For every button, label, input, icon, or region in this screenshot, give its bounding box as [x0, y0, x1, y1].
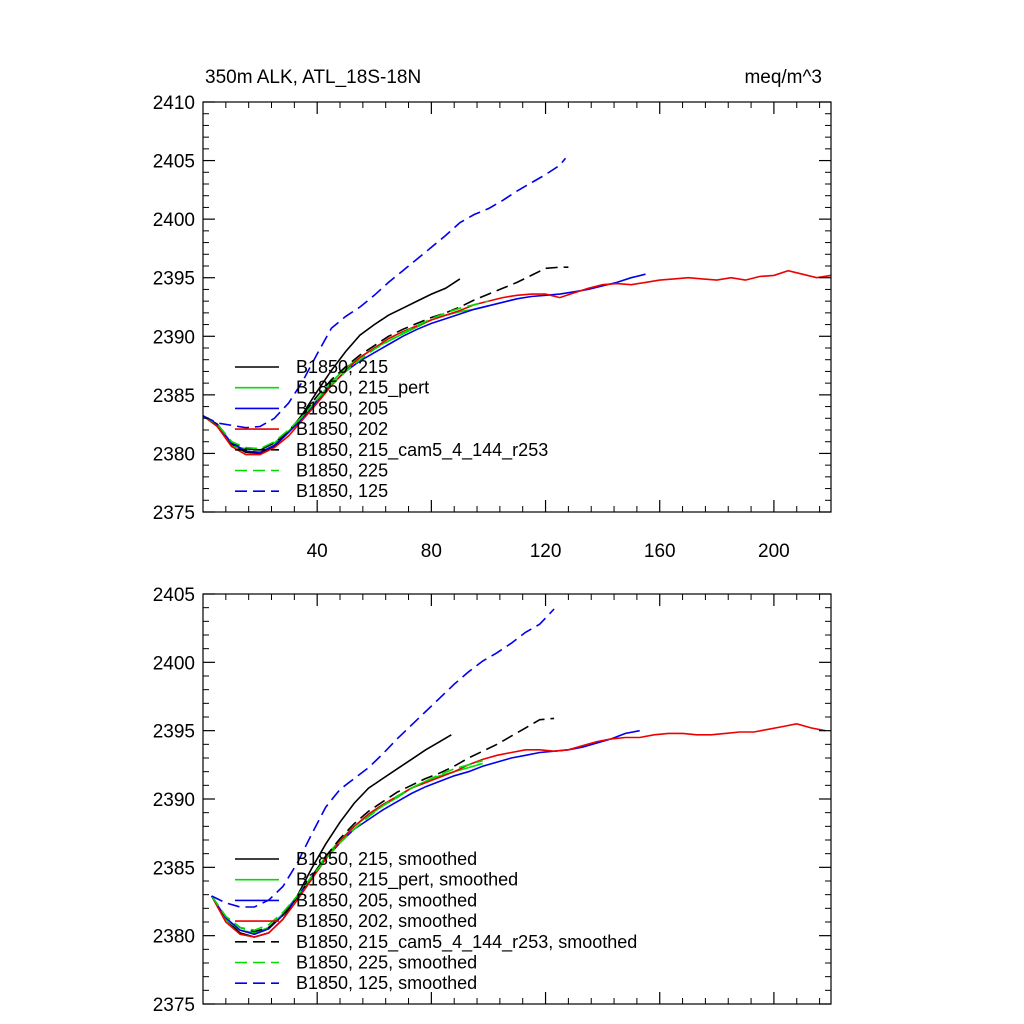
series-lines — [210, 608, 826, 938]
series-line-3 — [202, 269, 832, 456]
bottom-panel: 2375 2380 2385 2390 2395 2400 2405 B1850, 215, … — [153, 585, 832, 1016]
legend-label: B1850, 225, smoothed — [296, 953, 477, 973]
y-tick-label: 2380 — [153, 444, 195, 465]
legend-label: B1850, 202 — [296, 419, 388, 439]
y-tick-label: 2390 — [153, 790, 195, 811]
legend-label: B1850, 125 — [296, 481, 388, 501]
legend-label: B1850, 215_cam5_4_144_r253, smoothed — [296, 932, 637, 953]
y-tick-label: 2400 — [153, 210, 195, 231]
x-tick-label: 160 — [644, 541, 676, 562]
y-tick-label: 2380 — [153, 927, 195, 948]
y-tick-label: 2410 — [153, 93, 195, 114]
legend-label: B1850, 215_cam5_4_144_r253 — [296, 440, 548, 461]
legend-label: B1850, 205, smoothed — [296, 890, 477, 910]
y-tick-label: 2400 — [153, 653, 195, 674]
legend-label: B1850, 202, smoothed — [296, 911, 477, 931]
legend-label: B1850, 215_pert — [296, 378, 429, 399]
y-tick-label: 2385 — [153, 858, 195, 879]
legend-label: B1850, 125, smoothed — [296, 973, 477, 993]
series-line-5 — [210, 759, 483, 932]
chart-title: 350m ALK, ATL_18S-18N — [205, 67, 421, 88]
y-tick-label: 2395 — [153, 269, 195, 290]
series-line-4 — [202, 266, 569, 451]
x-tick-label: 80 — [421, 541, 442, 562]
y-tick-label: 2405 — [153, 585, 195, 606]
series-lines — [202, 157, 832, 456]
legend-label: B1850, 215_pert, smoothed — [296, 870, 518, 891]
legend-label: B1850, 225 — [296, 461, 388, 481]
y-tick-label: 2405 — [153, 152, 195, 173]
y-tick-label: 2385 — [153, 386, 195, 407]
y-tick-label: 2375 — [153, 503, 195, 524]
legend-label: B1850, 215, smoothed — [296, 849, 477, 869]
x-tick-label: 200 — [758, 541, 790, 562]
x-tick-label: 120 — [530, 541, 562, 562]
legend-label: B1850, 215 — [296, 357, 388, 377]
y-tick-label: 2395 — [153, 722, 195, 743]
series-line-3 — [210, 722, 826, 938]
units-label: meq/m^3 — [744, 67, 822, 88]
series-line-0 — [202, 278, 461, 455]
y-tick-label: 2375 — [153, 995, 195, 1016]
top-panel: 350m ALK, ATL_18S-18N meq/m^3 2375 2380 23… — [153, 67, 832, 562]
series-line-6 — [202, 157, 567, 429]
series-line-2 — [202, 273, 646, 454]
legend-label: B1850, 205 — [296, 398, 388, 418]
x-tick-label: 40 — [307, 541, 328, 562]
series-line-4 — [210, 717, 555, 933]
y-tick-label: 2390 — [153, 327, 195, 348]
series-line-5 — [202, 300, 489, 450]
plot-frame — [202, 101, 832, 513]
